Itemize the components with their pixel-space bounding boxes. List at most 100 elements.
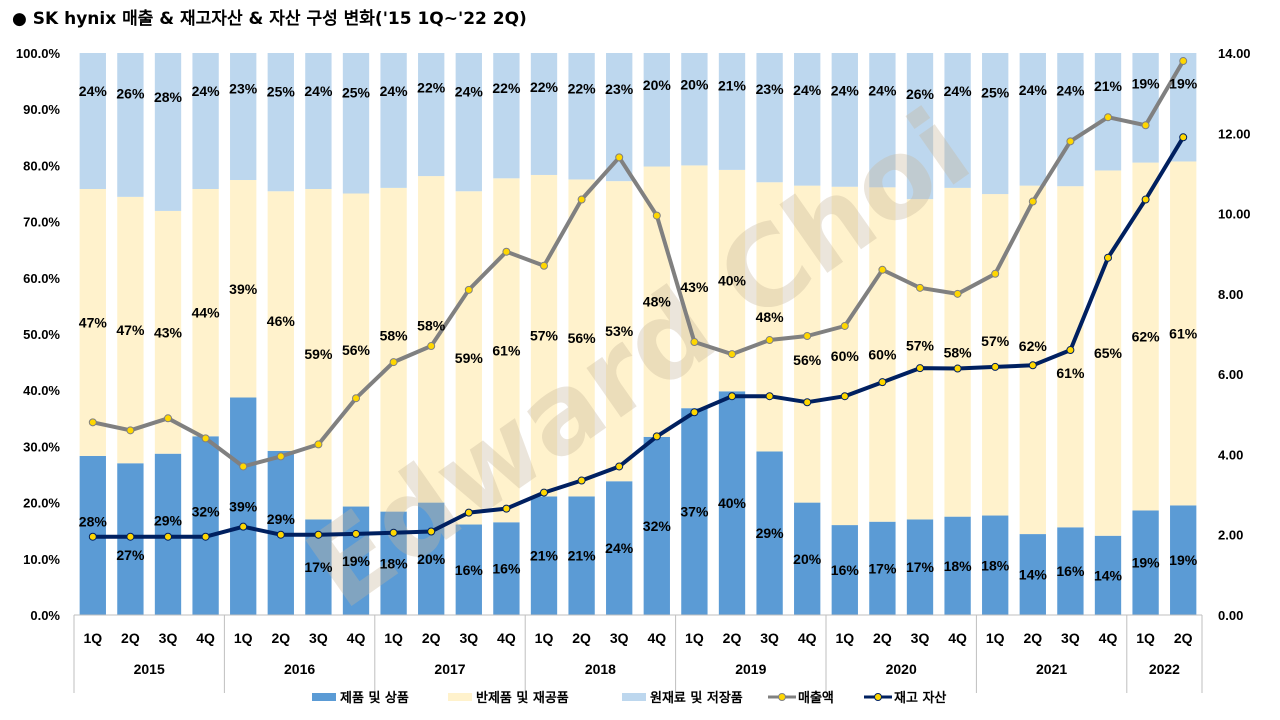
data-label-3: 21% — [718, 78, 747, 94]
right-axis-tick-label: 10.00 — [1218, 207, 1251, 222]
year-label: 2016 — [284, 661, 315, 677]
bar-segment-2 — [342, 193, 370, 507]
bar-segment-3 — [530, 53, 558, 175]
data-label-1: 16% — [1056, 563, 1085, 579]
bar-segment-2 — [267, 191, 294, 451]
data-label-3: 24% — [944, 83, 973, 99]
data-label-3: 19% — [1132, 76, 1161, 92]
line-point-2 — [389, 528, 398, 537]
bar-segment-1 — [230, 397, 257, 615]
bar-segment-2 — [455, 191, 482, 525]
bar-segment-1 — [455, 524, 482, 615]
bar-segment-3 — [718, 53, 746, 170]
bar-segment-2 — [1170, 161, 1197, 506]
legend-item-4: 매출액 — [768, 690, 834, 706]
data-label-2: 57% — [981, 333, 1010, 349]
data-label-1: 18% — [380, 555, 409, 571]
bar-segment-2 — [305, 189, 332, 520]
data-label-2: 57% — [906, 337, 935, 353]
line-point-1 — [1141, 121, 1150, 130]
line-point-2 — [1066, 346, 1075, 355]
data-label-3: 26% — [906, 86, 935, 102]
line-point-1 — [615, 153, 624, 162]
line-point-1 — [1066, 137, 1075, 146]
data-label-2: 65% — [1094, 345, 1123, 361]
right-axis-tick-label: 6.00 — [1218, 367, 1243, 382]
data-label-3: 24% — [868, 83, 897, 99]
data-label-1: 19% — [1169, 552, 1198, 568]
axis-layer: 0.0% 10.0% 20.0% 30.0% 40.0% 50.0% 60.0% 70.0% 8… — [16, 46, 1251, 693]
bar-segment-3 — [756, 53, 783, 183]
bar-segment-1 — [718, 391, 746, 615]
data-label-3: 23% — [605, 81, 634, 97]
line-point-1 — [803, 332, 812, 341]
quarter-label: 4Q — [647, 630, 666, 646]
right-axis-tick-label: 14.00 — [1218, 46, 1251, 61]
data-label-2: 46% — [267, 313, 296, 329]
quarter-label: 3Q — [760, 630, 779, 646]
line-point-2 — [239, 522, 248, 531]
data-label-3: 21% — [1094, 78, 1123, 94]
bar-segment-3 — [192, 53, 219, 190]
legend-item-2: 반제품 및 재공품 — [448, 690, 569, 706]
legend-marker — [778, 693, 786, 701]
bar-segment-3 — [869, 53, 896, 188]
bar-segment-1 — [568, 496, 595, 615]
bar-segment-1 — [606, 481, 633, 615]
bar-segment-2 — [154, 210, 182, 454]
quarter-label: 4Q — [948, 630, 967, 646]
left-axis-tick-label: 30.0% — [23, 439, 60, 454]
line-point-2 — [652, 432, 661, 441]
line-point-1 — [728, 350, 736, 359]
bar-segment-2 — [794, 185, 821, 503]
quarter-label: 4Q — [196, 630, 215, 646]
data-label-2: 61% — [1056, 365, 1085, 381]
data-label-3: 28% — [154, 89, 183, 105]
bar-segment-3 — [643, 53, 670, 167]
line-point-1 — [765, 336, 774, 345]
line-point-2 — [126, 532, 135, 541]
line-point-1 — [464, 285, 473, 294]
line-series-2 — [92, 136, 1185, 539]
data-label-3: 19% — [1169, 75, 1198, 91]
data-label-3: 22% — [568, 80, 597, 96]
line-point-1 — [239, 462, 248, 471]
line-point-2 — [840, 392, 849, 401]
data-label-3: 25% — [342, 84, 371, 100]
quarter-label: 2Q — [723, 630, 742, 646]
bar-segment-3 — [1094, 53, 1122, 171]
data-label-1: 16% — [492, 561, 521, 577]
line-point-1 — [502, 247, 511, 256]
data-label-1: 17% — [304, 559, 333, 575]
data-label-2: 48% — [756, 309, 785, 325]
data-label-2: 62% — [1132, 329, 1161, 345]
bar-segment-2 — [380, 187, 407, 512]
legend-swatch — [448, 693, 472, 701]
data-label-3: 26% — [116, 85, 145, 101]
quarter-label: 3Q — [309, 630, 328, 646]
data-label-1: 20% — [793, 551, 822, 567]
data-label-1: 17% — [868, 560, 897, 576]
right-axis-tick-label: 0.00 — [1218, 608, 1243, 623]
line-point-2 — [1141, 195, 1150, 204]
bar-layer — [79, 53, 1197, 615]
line-point-1 — [1028, 197, 1037, 206]
bar-segment-1 — [794, 502, 821, 615]
bar-segment-2 — [192, 189, 219, 437]
quarter-label: 2Q — [422, 630, 441, 646]
bar-segment-2 — [831, 186, 858, 526]
data-label-1: 20% — [417, 551, 446, 567]
bar-segment-1 — [1057, 527, 1084, 615]
left-axis-tick-label: 70.0% — [23, 215, 60, 230]
data-label-2: 62% — [1019, 338, 1048, 354]
line-point-2 — [953, 364, 962, 373]
bar-segment-3 — [79, 53, 106, 190]
legend-label: 원재료 및 저장품 — [650, 690, 743, 706]
bar-segment-2 — [1094, 170, 1122, 536]
bar-segment-3 — [455, 53, 482, 192]
legend-item-5: 재고 자산 — [864, 690, 946, 706]
data-label-1: 29% — [267, 511, 296, 527]
data-label-2: 43% — [680, 279, 709, 295]
left-axis-tick-label: 10.0% — [23, 552, 60, 567]
line-point-2 — [88, 532, 97, 541]
